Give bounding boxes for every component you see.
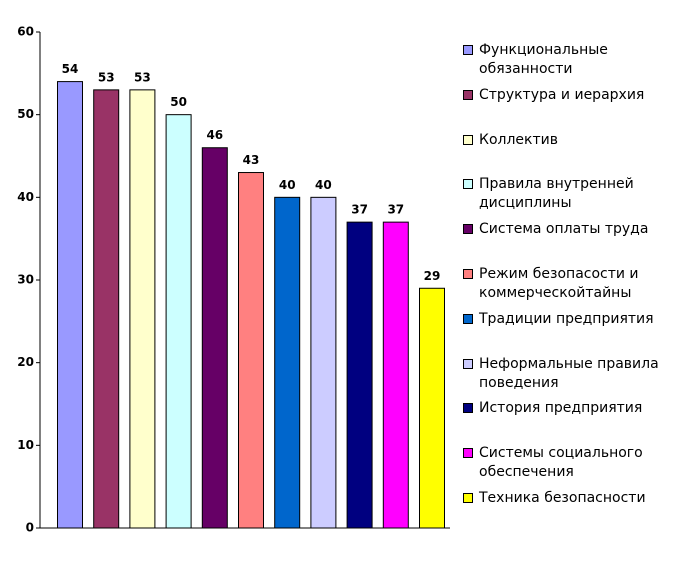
value-label: 40 [279,178,296,192]
legend-swatch [463,358,473,369]
bar [129,89,156,529]
value-label: 40 [315,178,332,192]
bar [201,147,228,529]
value-label: 54 [62,62,79,76]
y-tick-label: 10 [17,438,34,452]
bar [165,114,192,529]
legend-item: Неформальные правила поведения [463,355,678,393]
legend-swatch [463,448,473,459]
legend-label: История предприятия [479,400,643,417]
y-tick-label: 60 [17,25,34,39]
legend-swatch [463,403,473,414]
value-label: 37 [351,203,368,217]
y-tick-label: 0 [26,521,34,535]
legend-swatch [463,313,473,324]
legend-swatch [463,179,473,190]
legend-label: Функциональные обязанности [479,42,608,77]
bar [238,172,264,529]
legend-item: Традиции предприятия [463,310,678,329]
y-tick-label: 40 [17,190,34,204]
legend-swatch [463,45,473,55]
value-label: 37 [387,203,404,217]
legend-label: Режим безопасости и коммерческойтайны [479,266,639,301]
value-label: 43 [243,153,260,167]
value-label: 53 [134,70,151,84]
value-label: 50 [170,95,187,109]
legend-label: Техника безопасности [479,490,646,506]
legend-item: Правила внутренней дисциплины [463,175,678,213]
y-tick-label: 30 [17,273,34,287]
legend-label: Структура и иерархия [479,86,645,103]
y-tick-label: 20 [17,355,34,369]
legend-item: История предприятия [463,399,678,418]
legend-swatch [463,269,473,279]
legend-item: Коллектив [463,131,678,150]
bar [93,89,120,529]
bar [274,196,301,529]
bar [346,221,373,529]
legend-swatch [463,134,473,145]
bar [57,81,83,529]
legend-item: Структура и иерархия [463,86,678,105]
legend-swatch [463,224,473,235]
legend-label: Правила внутренней дисциплины [479,176,634,212]
legend-swatch [463,89,473,100]
value-label: 29 [424,269,441,283]
legend-label: Системы социального обеспечения [479,445,643,481]
legend-item: Функциональные обязанности [463,41,678,79]
value-label: 53 [98,70,115,84]
legend-swatch [463,493,473,503]
legend-label: Неформальные правила поведения [479,355,659,391]
legend-label: Традиции предприятия [479,310,654,327]
legend-item: Система оплаты труда [463,220,678,239]
bar [382,221,409,529]
legend-item: Системы социального обеспечения [463,444,678,482]
legend-label: Система оплаты труда [479,221,649,238]
legend-item: Режим безопасости и коммерческойтайны [463,265,678,303]
y-tick-label: 50 [17,107,34,121]
legend-label: Коллектив [479,131,558,148]
bar [310,196,337,529]
legend-item: Техника безопасности [463,489,678,508]
bar [419,287,445,529]
value-label: 46 [206,128,223,142]
